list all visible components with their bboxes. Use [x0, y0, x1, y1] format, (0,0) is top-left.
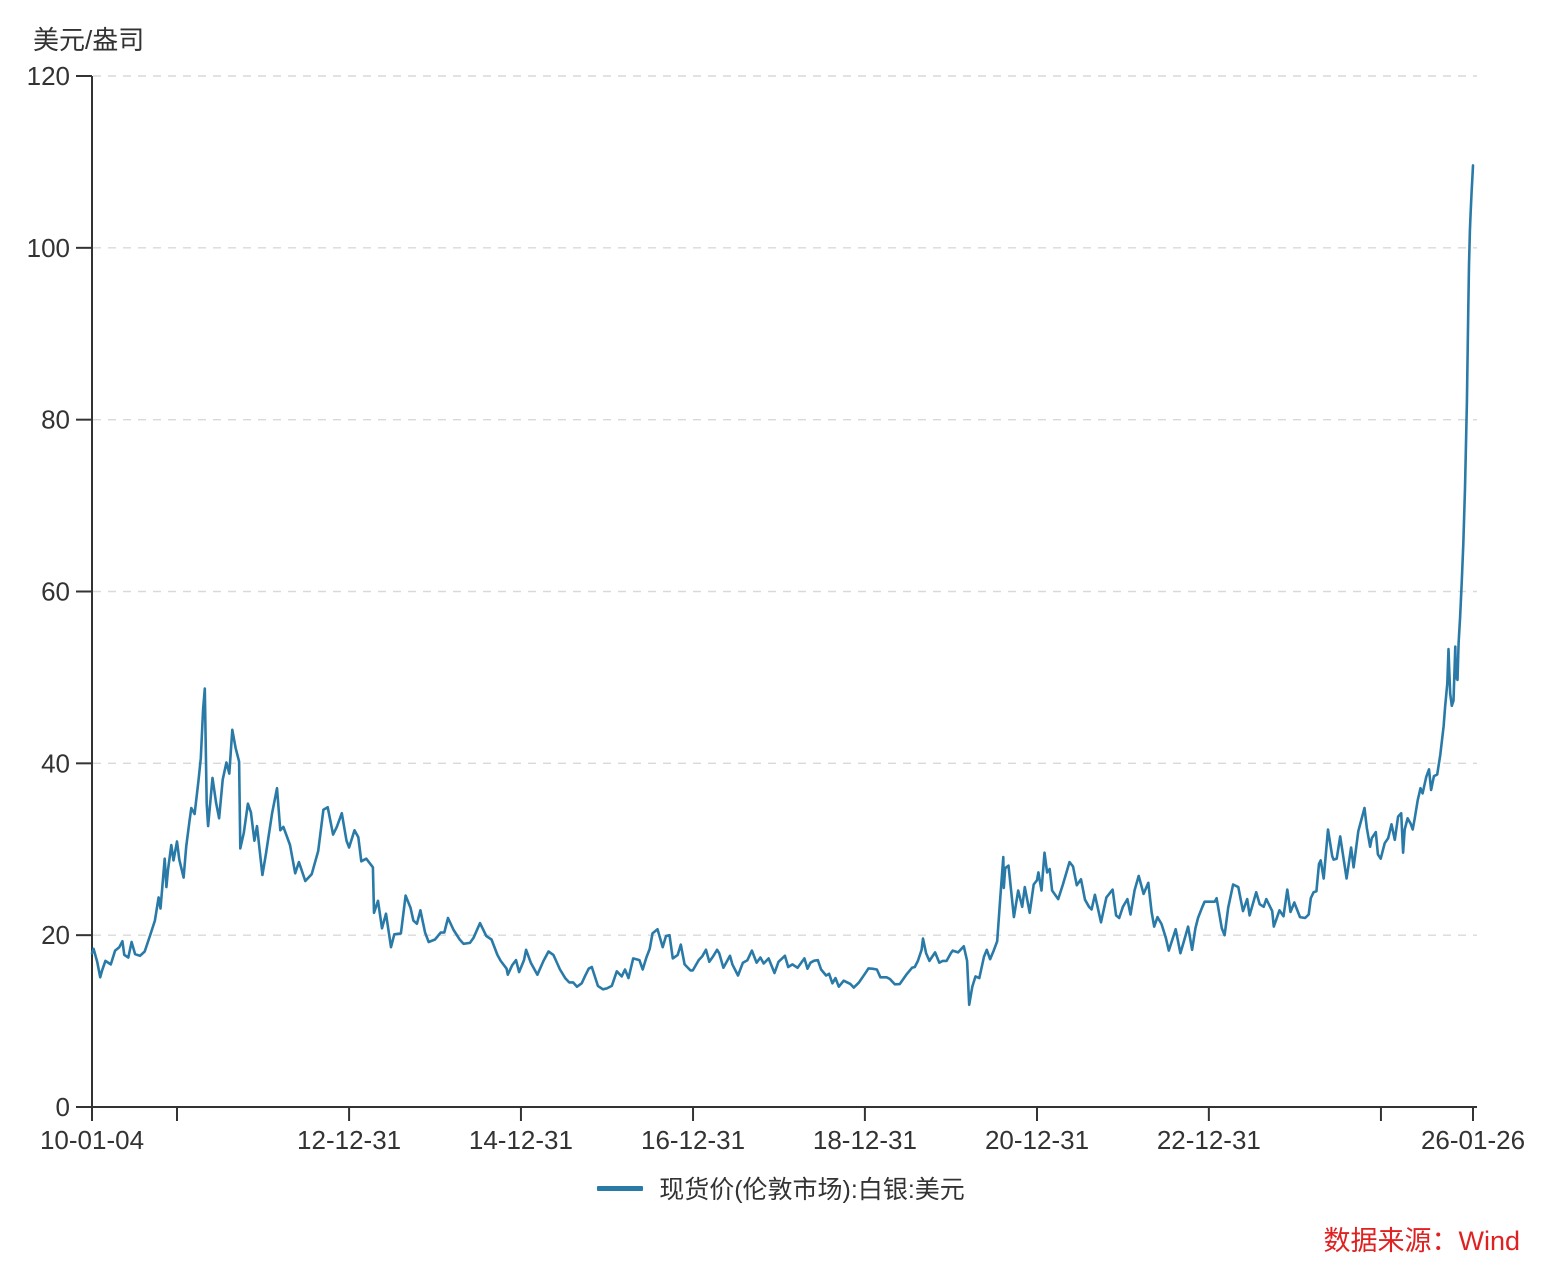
y-tick-label: 120 [27, 61, 70, 91]
x-tick-label: 12-12-31 [297, 1125, 401, 1155]
axis-ticks-and-labels: 0 20 40 60 80 100 120 10-01-04 12-12-31 14-12-31 1… [27, 61, 1525, 1155]
price-line-series [90, 164, 1475, 1007]
y-tick-label: 0 [56, 1092, 70, 1122]
x-tick-label: 20-12-31 [985, 1125, 1089, 1155]
y-tick-label: 100 [27, 233, 70, 263]
x-tick-label: 18-12-31 [813, 1125, 917, 1155]
legend-line-swatch [597, 1185, 644, 1191]
y-tick-label: 80 [41, 405, 70, 435]
legend-label: 现货价(伦敦市场):白银:美元 [659, 1176, 965, 1204]
y-axis-unit-label: 美元/盎司 [33, 25, 145, 55]
data-source-note: 数据来源：Wind [1323, 1226, 1520, 1256]
y-tick-label: 20 [41, 920, 70, 950]
x-tick-label: 14-12-31 [469, 1125, 573, 1155]
x-tick-label: 10-01-04 [40, 1125, 144, 1155]
y-tick-label: 60 [41, 577, 70, 607]
y-tick-label: 40 [41, 748, 70, 778]
x-tick-label: 26-01-26 [1421, 1125, 1525, 1155]
legend: 现货价(伦敦市场):白银:美元 [0, 1170, 1562, 1206]
x-tick-label: 22-12-31 [1157, 1125, 1261, 1155]
grid-lines [93, 75, 1477, 936]
x-tick-label: 16-12-31 [641, 1125, 745, 1155]
